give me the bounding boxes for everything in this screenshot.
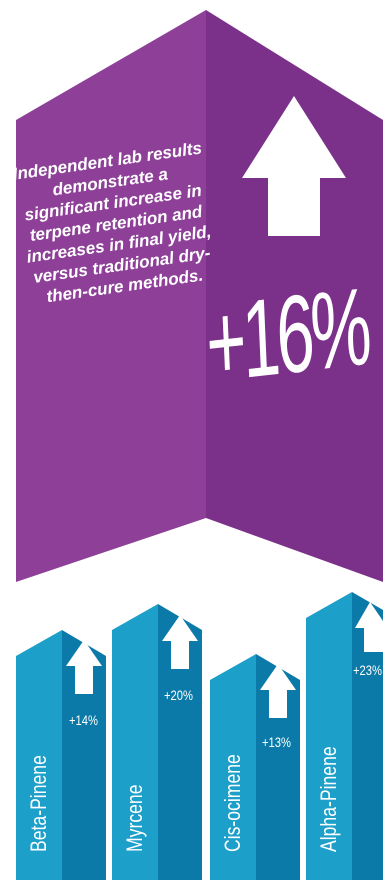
terpene-percent: +13%: [262, 734, 291, 750]
up-arrow-icon: [355, 602, 383, 652]
up-arrow-icon: [162, 615, 198, 669]
terpene-percent: +20%: [164, 687, 193, 703]
terpene-percent: +23%: [353, 662, 382, 678]
terpene-percent: +14%: [69, 712, 98, 728]
terpene-name: Alpha-Pinene: [316, 746, 341, 852]
up-arrow-icon: [66, 640, 102, 694]
up-arrow-icon: [260, 664, 296, 718]
